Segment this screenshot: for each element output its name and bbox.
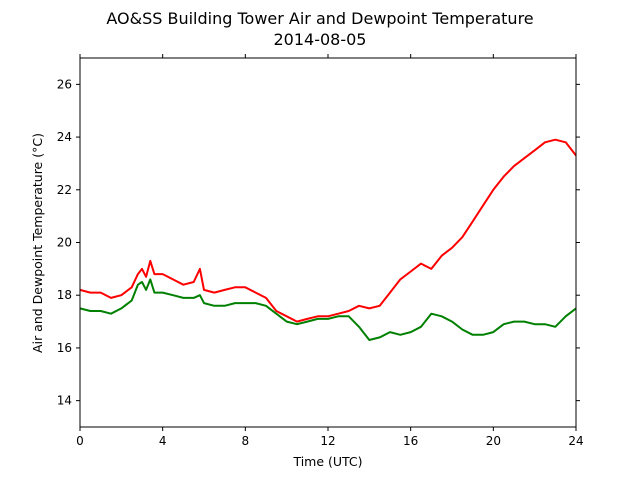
x-tick-label: 24 [568, 434, 583, 448]
y-tick-label: 20 [57, 236, 72, 250]
ticks-layer: 0 4 8 12 16 20 24 14 16 18 20 22 24 26 [57, 54, 584, 448]
series-line-0 [79, 138, 577, 323]
y-axis-label: Air and Dewpoint Temperature (°C) [30, 133, 45, 353]
chart-subtitle: 2014-08-05 [274, 30, 367, 49]
x-tick-label: 0 [76, 434, 84, 448]
y-tick-label: 18 [57, 288, 72, 302]
plot-area-frame [79, 57, 577, 428]
x-tick-label: 20 [486, 434, 501, 448]
series-layer [79, 138, 577, 341]
y-tick-label: 24 [57, 130, 72, 144]
x-axis-label: Time (UTC) [292, 454, 362, 469]
y-tick-label: 22 [57, 183, 72, 197]
chart-title: AO&SS Building Tower Air and Dewpoint Te… [106, 9, 533, 28]
series-line-1 [79, 278, 577, 341]
y-tick-label: 14 [57, 394, 72, 408]
y-tick-label: 26 [57, 77, 72, 91]
x-tick-label: 4 [159, 434, 167, 448]
x-tick-label: 12 [320, 434, 335, 448]
y-tick-label: 16 [57, 341, 72, 355]
x-tick-label: 16 [403, 434, 418, 448]
x-tick-label: 8 [242, 434, 250, 448]
